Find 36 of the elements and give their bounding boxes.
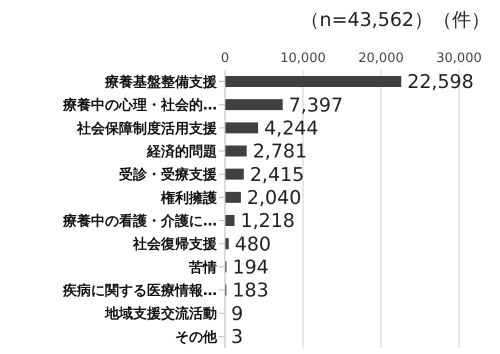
bar [225,99,283,110]
x-tick-label: 10,000 [280,51,326,66]
y-tick-label: 苦情 [188,260,217,276]
bar [225,168,244,180]
data-label: 22,598 [407,71,474,94]
x-tick-label: 0 [220,51,230,66]
data-label: 4,244 [264,118,319,140]
y-tick-label: 疾病に関する医療情報… [62,282,217,300]
bar [225,76,402,87]
y-tick-label: 経済的問題 [146,143,217,160]
data-label: 3 [231,326,244,348]
data-label: 9 [231,302,244,325]
data-label: 7,397 [288,94,344,116]
bar [225,146,247,156]
y-tick-label: 療養中の心理・社会的… [62,96,217,114]
data-label: 1,218 [240,210,295,232]
data-label: 2,781 [252,140,308,163]
data-label: 183 [232,280,269,302]
data-label: 2,415 [250,164,304,186]
y-tick-label: 療養中の看護・介護に… [62,212,217,230]
bar [225,122,258,134]
y-tick-label: 社会保障制度活用支援 [76,120,217,137]
data-label: 480 [234,233,272,256]
y-tick-label: 権利擁護 [160,189,217,206]
bar [225,215,234,226]
y-tick-label: 社会復帰支援 [132,236,217,253]
y-tick-label: 受診・受療支援 [118,166,217,184]
y-tick-label: 療養基盤整備支援 [104,74,217,91]
data-label: 194 [232,256,269,279]
data-label: 2,040 [246,187,302,210]
bar [225,192,241,203]
x-tick-label: 20,000 [358,51,404,66]
chart-title: （n=43,562）（件） [300,8,491,33]
y-tick-label: その他 [175,329,218,346]
x-tick-label: 30,000 [436,51,482,66]
y-tick-label: 地域支援交流活動 [104,305,217,322]
